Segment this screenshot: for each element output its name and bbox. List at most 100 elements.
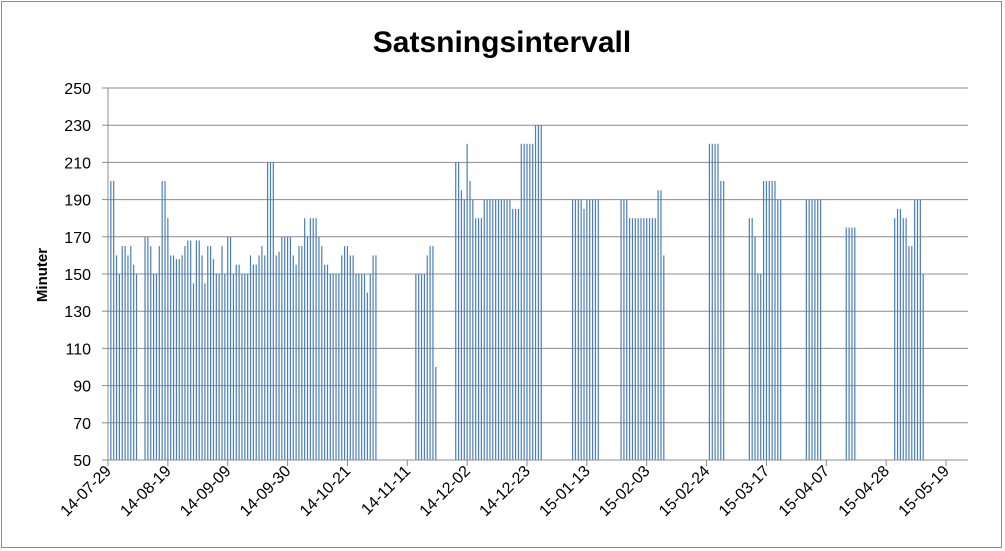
bar [811,199,813,460]
bar [916,199,919,460]
bar [110,181,112,460]
bar [341,255,343,460]
bar [626,199,628,460]
bar [908,246,910,460]
bar [717,143,719,461]
bar [218,274,220,460]
bar [349,255,351,460]
bar [905,218,907,460]
bar [654,218,656,460]
bar [483,199,485,460]
bar [848,227,850,460]
bar [286,236,289,460]
x-tick-label: 15-02-24 [656,463,713,520]
bar [258,255,260,460]
bar [124,246,126,460]
bar [817,199,819,460]
bar [495,199,497,460]
bar [435,367,437,460]
bar [509,199,511,460]
bar [181,255,183,460]
bar [375,255,377,460]
bar [757,274,759,460]
bar [346,246,349,460]
bar [201,255,203,460]
y-tick-label: 170 [64,230,91,247]
bar [808,199,810,460]
bar [167,218,169,460]
bar [515,208,517,460]
bar [289,236,292,460]
bar [623,199,625,460]
bar [765,181,768,460]
bar [190,240,192,460]
bar [187,240,189,460]
bar [195,240,197,460]
bar [118,274,120,460]
bar [466,143,468,461]
bar [529,143,531,461]
bar [748,218,750,460]
bar [235,264,237,460]
bar [332,274,334,460]
bar [304,218,306,460]
bar [418,274,420,460]
bar [762,181,765,460]
bar [198,240,200,460]
bar [272,162,274,460]
bar [309,218,311,460]
bar [172,255,175,460]
chart-title: Satsningsintervall [373,26,631,59]
bar [780,199,782,460]
bar [472,199,474,460]
bar [896,208,899,460]
bar [252,264,254,460]
bar [646,218,648,460]
bar [572,199,574,460]
bar [463,199,465,460]
x-tick-label: 14-10-21 [297,463,354,520]
bar [269,162,272,460]
bar [711,143,713,461]
bar [426,255,428,460]
bar [247,274,249,460]
bar [192,283,195,460]
y-tick-labels: 50 70 90 110 130 150 170 190 210 230 250 [64,81,91,470]
bar [919,199,921,460]
bar [537,125,539,460]
bar [648,218,651,460]
bar [492,199,494,460]
bar [460,190,463,461]
bar [324,264,326,460]
bar [315,218,317,460]
bar [477,218,480,460]
x-tick-label: 14-07-29 [58,463,115,520]
bar [777,199,779,460]
bar [244,274,246,460]
bar [153,274,155,460]
bar [369,274,371,460]
bar [497,199,500,460]
bar [372,255,374,460]
bar [155,274,158,460]
bar [278,251,280,460]
bar [184,246,186,460]
bar [517,208,520,460]
y-tick-label: 110 [65,341,91,358]
bar [267,162,269,460]
bar [212,259,215,460]
bar [255,264,257,460]
bar [657,190,659,461]
bar [229,236,232,460]
bar [326,264,329,460]
bar [486,199,488,460]
bar [914,199,916,460]
bar [911,246,913,460]
y-axis-label: Minuter [34,248,51,302]
bar [343,246,346,460]
bar [469,181,471,460]
bar [637,218,639,460]
y-tick-label: 50 [73,453,91,470]
bar [751,218,753,460]
